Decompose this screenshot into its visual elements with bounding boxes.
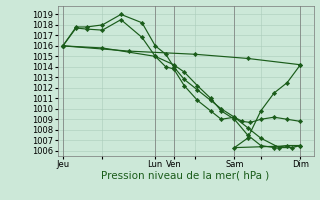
X-axis label: Pression niveau de la mer( hPa ): Pression niveau de la mer( hPa ) bbox=[101, 171, 270, 181]
